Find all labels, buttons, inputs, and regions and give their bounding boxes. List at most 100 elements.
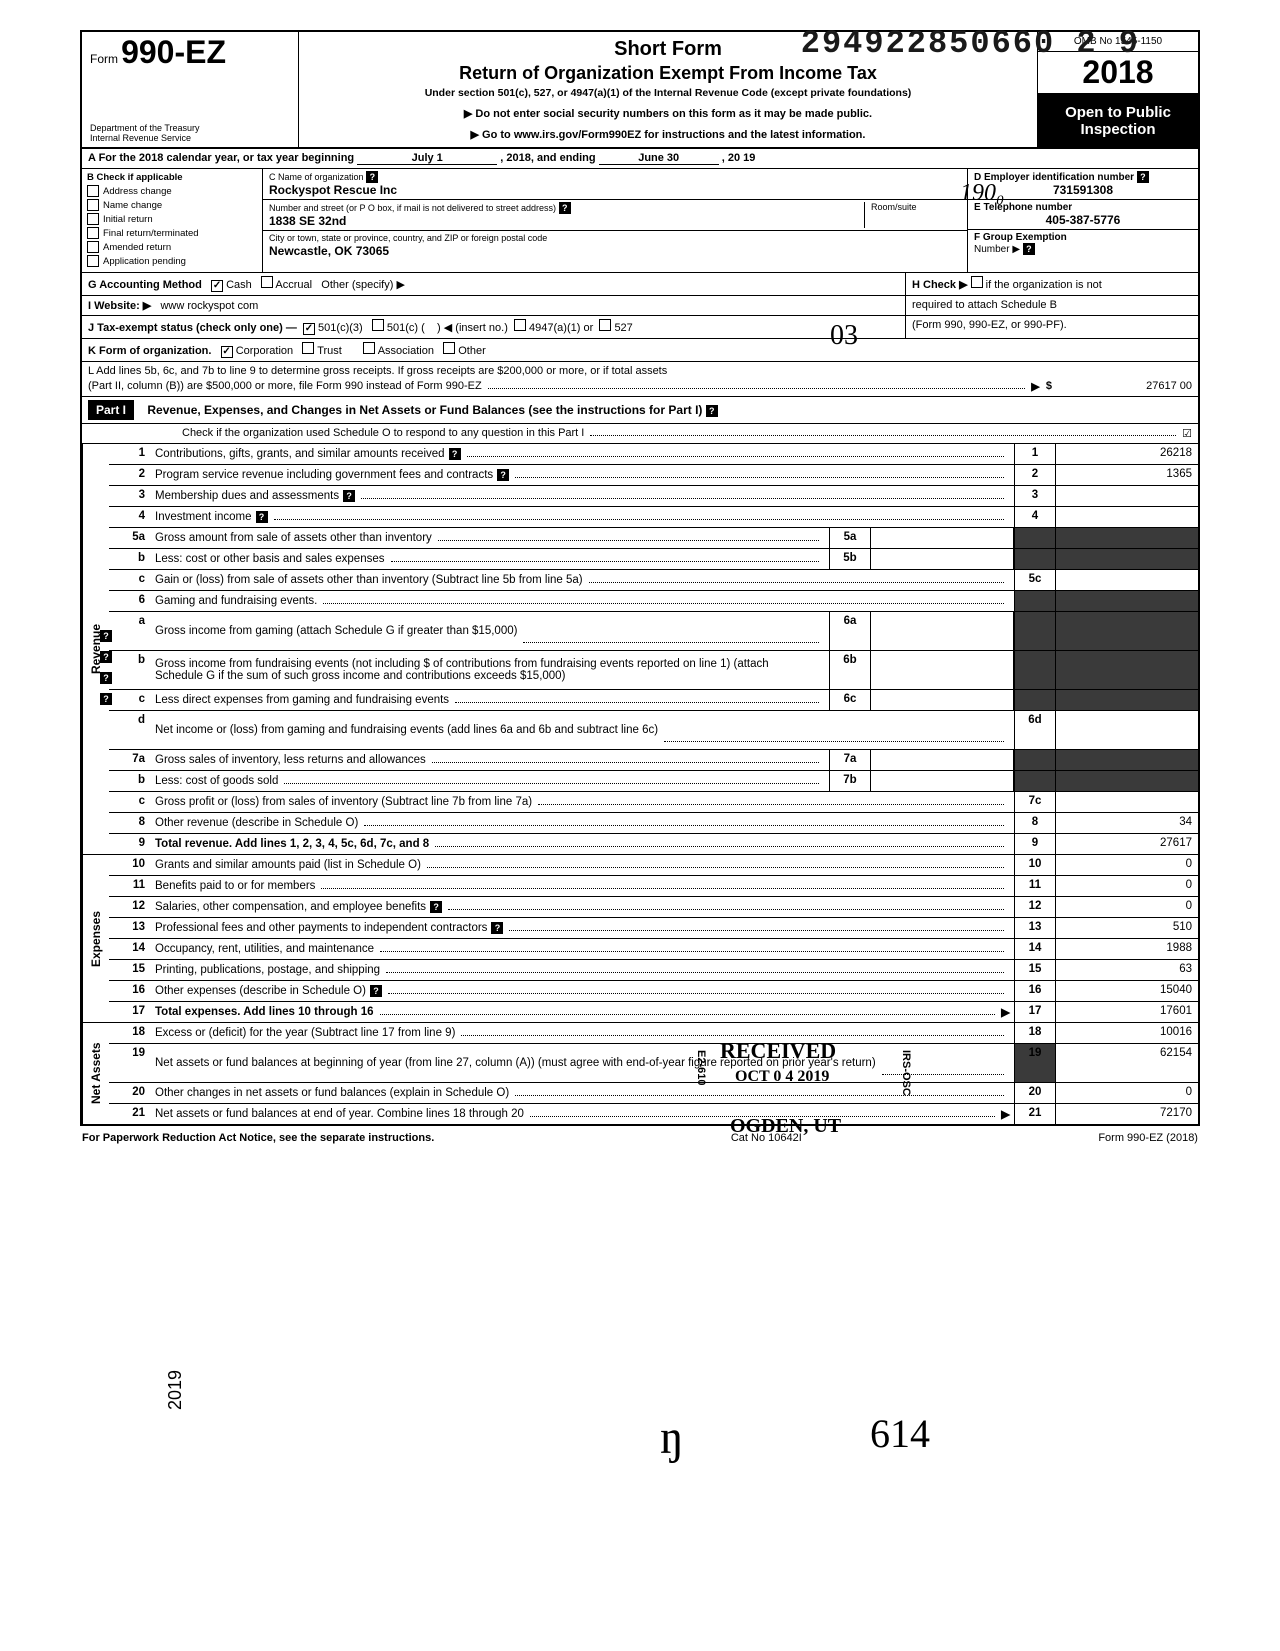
line-value[interactable]: 63 bbox=[1055, 960, 1198, 980]
help-icon[interactable]: ? bbox=[491, 922, 503, 934]
mid-value[interactable] bbox=[871, 771, 1014, 791]
chk-schedule-o[interactable]: ☑ bbox=[1182, 427, 1192, 440]
chk-accrual[interactable] bbox=[261, 276, 273, 288]
line-value[interactable] bbox=[1055, 792, 1198, 812]
form-line-b: bGross income from fundraising events (n… bbox=[109, 651, 1198, 690]
line-description: Professional fees and other payments to … bbox=[151, 918, 1014, 938]
org-city[interactable]: Newcastle, OK 73065 bbox=[269, 244, 389, 258]
chk-address-change[interactable]: Address change bbox=[87, 185, 257, 197]
ein[interactable]: 731591308 bbox=[974, 183, 1192, 197]
open-to-public: Open to Public Inspection bbox=[1038, 94, 1198, 147]
line-number: d bbox=[109, 711, 151, 749]
line-value[interactable] bbox=[1055, 570, 1198, 590]
line-value[interactable]: 72170 bbox=[1055, 1104, 1198, 1124]
page-footer: For Paperwork Reduction Act Notice, see … bbox=[80, 1126, 1200, 1150]
line-value[interactable]: 0 bbox=[1055, 897, 1198, 917]
line-value[interactable] bbox=[1055, 711, 1198, 749]
help-icon[interactable]: ? bbox=[100, 651, 112, 663]
chk-cash[interactable] bbox=[211, 280, 223, 292]
mid-value[interactable] bbox=[871, 528, 1014, 548]
line-number: 13 bbox=[109, 918, 151, 938]
help-icon[interactable]: ? bbox=[100, 672, 112, 684]
help-icon[interactable]: ? bbox=[370, 985, 382, 997]
line-value[interactable]: 0 bbox=[1055, 876, 1198, 896]
help-icon[interactable]: ? bbox=[366, 171, 378, 183]
help-icon[interactable]: ? bbox=[1137, 171, 1149, 183]
line-value[interactable]: 510 bbox=[1055, 918, 1198, 938]
mid-value[interactable] bbox=[871, 690, 1014, 710]
line-description: Other expenses (describe in Schedule O)? bbox=[151, 981, 1014, 1001]
mid-value[interactable] bbox=[871, 549, 1014, 569]
line-value[interactable]: 10016 bbox=[1055, 1023, 1198, 1043]
chk-501c[interactable] bbox=[372, 319, 384, 331]
right-number: 3 bbox=[1014, 486, 1055, 506]
chk-h[interactable] bbox=[971, 276, 983, 288]
chk-initial-return[interactable]: Initial return bbox=[87, 213, 257, 225]
help-icon[interactable]: ? bbox=[449, 448, 461, 460]
line-value[interactable]: 26218 bbox=[1055, 444, 1198, 464]
org-street[interactable]: 1838 SE 32nd bbox=[269, 214, 346, 228]
form-number: 990-EZ bbox=[121, 34, 226, 70]
chk-name-change[interactable]: Name change bbox=[87, 199, 257, 211]
line-value[interactable]: 27617 bbox=[1055, 834, 1198, 854]
chk-amended-return[interactable]: Amended return bbox=[87, 241, 257, 253]
period-end-month[interactable]: June 30 bbox=[599, 152, 719, 165]
mid-value[interactable] bbox=[871, 750, 1014, 770]
line-number: c bbox=[109, 570, 151, 590]
help-icon[interactable]: ? bbox=[706, 405, 718, 417]
handwrite-190: 190₀ bbox=[960, 180, 1004, 207]
line-value[interactable]: 1365 bbox=[1055, 465, 1198, 485]
line-description: Gross income from gaming (attach Schedul… bbox=[151, 612, 829, 650]
period-begin[interactable]: July 1 bbox=[357, 152, 497, 165]
chk-4947[interactable] bbox=[514, 319, 526, 331]
line-value[interactable]: 0 bbox=[1055, 1083, 1198, 1103]
chk-corporation[interactable] bbox=[221, 346, 233, 358]
mid-number: 7b bbox=[829, 771, 871, 791]
help-icon[interactable]: ? bbox=[430, 901, 442, 913]
help-icon[interactable]: ? bbox=[343, 490, 355, 502]
telephone[interactable]: 405-387-5776 bbox=[974, 213, 1192, 227]
line-value[interactable]: 62154 bbox=[1055, 1044, 1198, 1082]
line-number: 16 bbox=[109, 981, 151, 1001]
right-number: 15 bbox=[1014, 960, 1055, 980]
line-number: c bbox=[109, 690, 151, 710]
line-number: 8 bbox=[109, 813, 151, 833]
chk-trust[interactable] bbox=[302, 342, 314, 354]
line-number: 21 bbox=[109, 1104, 151, 1124]
line-value[interactable]: 17601 bbox=[1055, 1002, 1198, 1022]
gross-receipts[interactable]: 27617 00 bbox=[1052, 380, 1192, 393]
chk-final-return[interactable]: Final return/terminated bbox=[87, 227, 257, 239]
help-icon[interactable]: ? bbox=[1023, 243, 1035, 255]
mid-value[interactable] bbox=[871, 612, 1014, 650]
line-value[interactable]: 15040 bbox=[1055, 981, 1198, 1001]
line-description: Benefits paid to or for members bbox=[151, 876, 1014, 896]
help-icon[interactable]: ? bbox=[559, 202, 571, 214]
right-number: 19 bbox=[1014, 1044, 1055, 1082]
form-prefix: Form bbox=[90, 52, 118, 66]
chk-527[interactable] bbox=[599, 319, 611, 331]
handwrite-614: 614 bbox=[870, 1410, 930, 1457]
line-value[interactable]: 1988 bbox=[1055, 939, 1198, 959]
col-c-org-info: C Name of organization ? Rockyspot Rescu… bbox=[263, 169, 967, 272]
line-description: Printing, publications, postage, and shi… bbox=[151, 960, 1014, 980]
right-number: 2 bbox=[1014, 465, 1055, 485]
line-value[interactable] bbox=[1055, 507, 1198, 527]
chk-association[interactable] bbox=[363, 342, 375, 354]
help-icon[interactable]: ? bbox=[256, 511, 268, 523]
row-i-website: I Website: ▶ www rockyspot com required … bbox=[80, 296, 1200, 316]
help-icon[interactable]: ? bbox=[100, 630, 112, 642]
chk-501c3[interactable] bbox=[303, 323, 315, 335]
help-icon[interactable]: ? bbox=[497, 469, 509, 481]
mid-value[interactable] bbox=[871, 651, 1014, 689]
chk-application-pending[interactable]: Application pending bbox=[87, 255, 257, 267]
line-value[interactable]: 34 bbox=[1055, 813, 1198, 833]
line-value[interactable] bbox=[1055, 486, 1198, 506]
form-page: 294922850660 2 9 Form 990-EZ Department … bbox=[80, 30, 1200, 1150]
dept-treasury: Department of the Treasury Internal Reve… bbox=[90, 123, 290, 143]
help-icon[interactable]: ? bbox=[100, 693, 112, 705]
website[interactable]: www rockyspot com bbox=[160, 300, 258, 312]
line-value[interactable]: 0 bbox=[1055, 855, 1198, 875]
line-number: 14 bbox=[109, 939, 151, 959]
chk-other-org[interactable] bbox=[443, 342, 455, 354]
org-name[interactable]: Rockyspot Rescue Inc bbox=[269, 183, 397, 197]
